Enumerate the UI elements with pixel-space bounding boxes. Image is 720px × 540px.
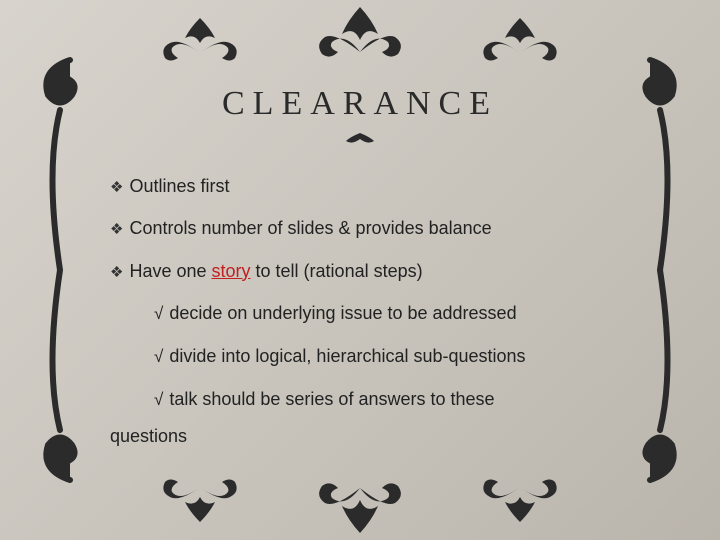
- bullet-level2: √ divide into logical, hierarchical sub-q…: [110, 344, 610, 369]
- ornament-bottom-left: [150, 472, 250, 532]
- bullet-marker-check: √: [154, 304, 163, 323]
- scroll-edge-left: [30, 40, 85, 500]
- bullet-text: talk should be series of answers to thes…: [169, 389, 494, 409]
- bullet-level1: ❖ Controls number of slides & provides ba…: [110, 216, 610, 240]
- bullet-text-emphasis: story: [212, 261, 251, 281]
- bullet-level2: √ decide on underlying issue to be addres…: [110, 301, 610, 326]
- title-separator-icon: [110, 131, 610, 152]
- scroll-edge-right: [635, 40, 690, 500]
- bullet-marker-diamond: ❖: [110, 221, 123, 238]
- bullet-marker-diamond: ❖: [110, 179, 123, 196]
- ornament-top-right: [470, 8, 570, 68]
- ornament-top-left: [150, 8, 250, 68]
- slide-content: CLEARANCE ❖ Outlines first ❖ Controls numb…: [110, 85, 610, 470]
- bullet-wrap-continuation: questions: [110, 426, 610, 447]
- bullet-level1: ❖ Have one story to tell (rational steps): [110, 259, 610, 283]
- ornament-bottom-center: [310, 478, 410, 538]
- bullet-text: decide on underlying issue to be address…: [169, 303, 516, 323]
- bullet-marker-diamond: ❖: [110, 264, 123, 281]
- bullet-level2: √ talk should be series of answers to the…: [110, 387, 610, 412]
- bullet-text: Controls number of slides & provides bal…: [129, 218, 491, 238]
- bullet-marker-check: √: [154, 390, 163, 409]
- bullet-marker-check: √: [154, 347, 163, 366]
- slide-title: CLEARANCE: [110, 85, 610, 123]
- ornament-bottom-right: [470, 472, 570, 532]
- bullet-text-suffix: to tell (rational steps): [251, 261, 423, 281]
- bullet-list: ❖ Outlines first ❖ Controls number of slid…: [110, 174, 610, 447]
- ornament-top-center: [310, 2, 410, 62]
- bullet-level1: ❖ Outlines first: [110, 174, 610, 198]
- bullet-text: divide into logical, hierarchical sub-qu…: [169, 346, 525, 366]
- bullet-text: Outlines first: [129, 176, 229, 196]
- bullet-text-prefix: Have one: [129, 261, 211, 281]
